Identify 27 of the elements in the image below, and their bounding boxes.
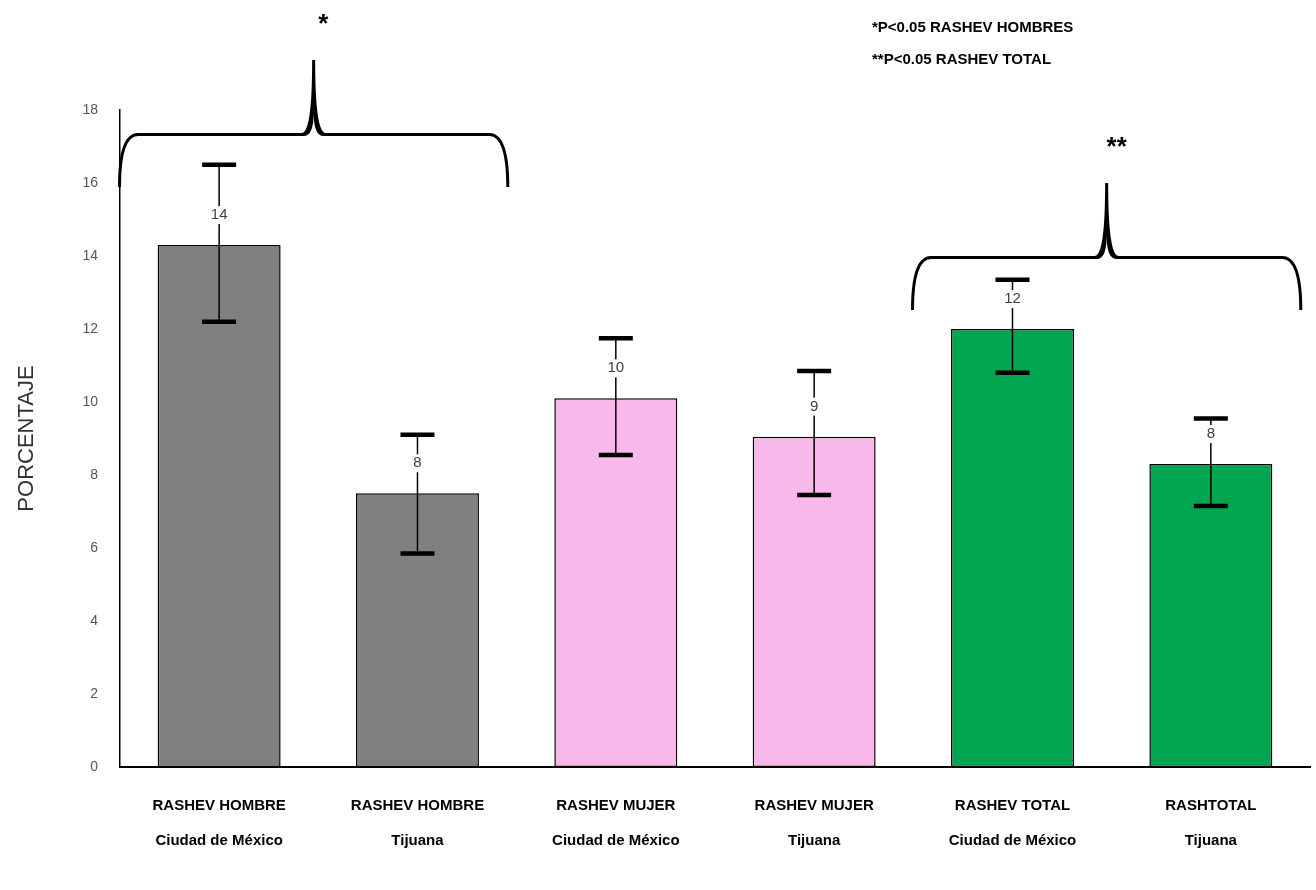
data-label: 14 <box>210 205 228 223</box>
x-tick-label: RASHEV MUJER Ciudad de México <box>552 796 680 848</box>
data-label: 8 <box>1206 424 1215 442</box>
text: *P<0.05 RASHEV HOMBRES <box>872 18 1074 36</box>
y-tick-label: 16 <box>82 173 99 190</box>
y-tick-label: 4 <box>90 611 99 628</box>
x-tick-label: RASHEV HOMBRE Tijuana <box>350 796 485 848</box>
y-tick-label: 6 <box>90 538 99 555</box>
y-tick-label: 10 <box>82 392 99 409</box>
text: **P<0.05 RASHEV TOTAL <box>872 50 1052 68</box>
y-tick-label: 2 <box>90 684 99 701</box>
text: * <box>318 8 330 39</box>
x-tick-label: RASHEV HOMBRE Ciudad de México <box>152 796 286 848</box>
y-tick-label: 18 <box>82 100 99 117</box>
y-tick-label: 14 <box>82 246 99 263</box>
y-axis-title: PORCENTAJE <box>13 365 39 512</box>
data-label: 8 <box>413 453 422 471</box>
x-tick-label: RASHEV MUJER Tijuana <box>754 796 874 848</box>
annotation: ** <box>1106 131 1128 162</box>
y-tick-label: 0 <box>90 757 99 774</box>
x-tick-label: RASHTOTAL Tijuana <box>1165 796 1257 848</box>
data-label: 10 <box>607 358 625 376</box>
x-tick-label: RASHEV TOTAL Ciudad de México <box>948 796 1077 848</box>
data-label: 12 <box>1004 289 1021 307</box>
y-tick-label: 8 <box>90 465 99 482</box>
y-tick-label: 12 <box>82 319 99 336</box>
data-label: 9 <box>809 396 819 414</box>
